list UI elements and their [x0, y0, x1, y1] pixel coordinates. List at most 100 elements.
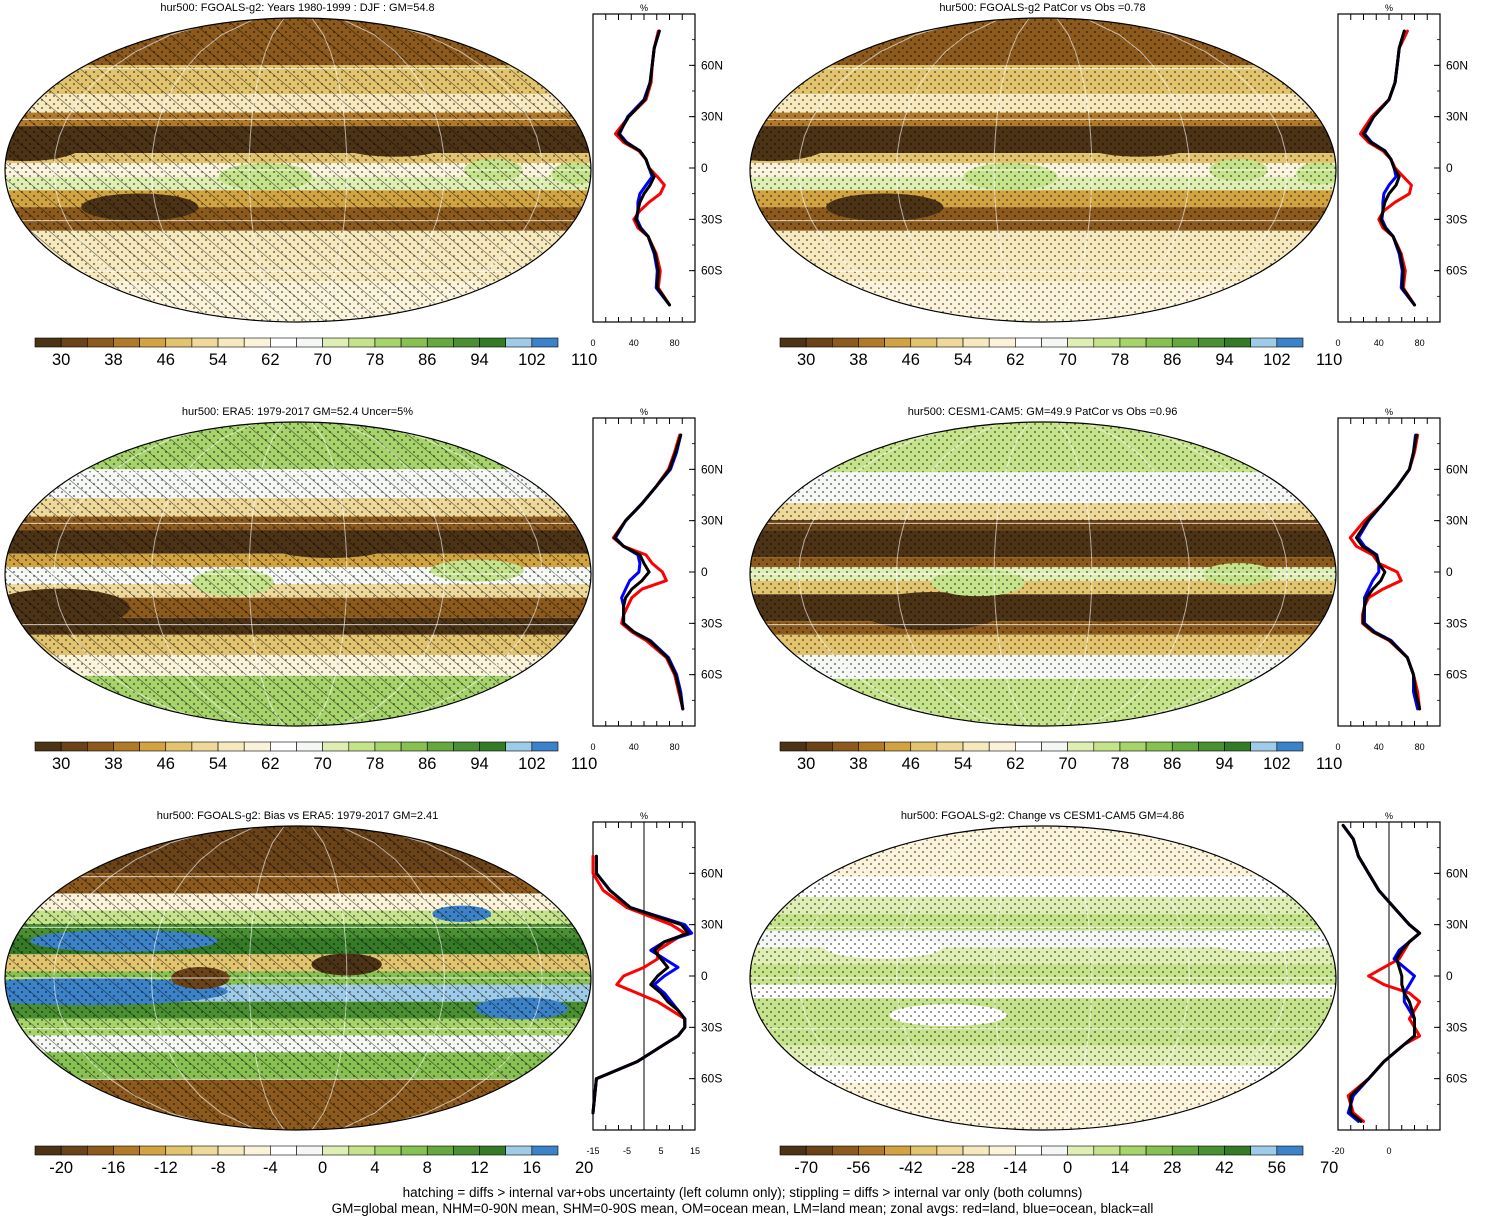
colorbar-box	[505, 337, 533, 348]
zonal-x-label: 0	[590, 338, 595, 348]
graticule-lon	[339, 826, 446, 1130]
colorbar-label: 94	[1215, 755, 1233, 773]
colorbar-label: 94	[470, 755, 488, 773]
colorbar-box	[1171, 337, 1199, 348]
colorbar-box	[531, 337, 559, 348]
zonal-y-label: 60N	[1446, 58, 1468, 72]
colorbar-label: 78	[1111, 755, 1129, 773]
graticule-lon	[311, 18, 348, 322]
colorbar-label: 54	[209, 755, 227, 773]
colorbar-label: 62	[261, 351, 279, 369]
colorbar-label: 12	[470, 1159, 488, 1177]
colorbar-box	[34, 337, 62, 348]
colorbar-box	[1171, 1145, 1199, 1156]
zonal-x-label: 40	[629, 742, 639, 752]
colorbar-label: 70	[1058, 755, 1076, 773]
colorbar-box	[858, 741, 885, 752]
colorbar-label: 78	[366, 351, 384, 369]
graticule-lon	[993, 422, 1030, 726]
graticule-lon	[311, 422, 348, 726]
zonal-x-label: 0	[590, 742, 595, 752]
zonal-y-label: 60S	[701, 264, 722, 278]
zonal-y-label: 60N	[701, 462, 723, 476]
colorbar-box	[1276, 337, 1304, 348]
zonal-y-label: 30N	[1446, 110, 1468, 124]
colorbar-label: 30	[797, 351, 815, 369]
map-field	[5, 422, 591, 726]
graticule-lon	[1111, 826, 1288, 1130]
graticule-lon	[248, 826, 285, 1130]
colorbar-label: 20	[575, 1159, 593, 1177]
colorbar-box	[243, 1145, 271, 1156]
colorbar-box	[426, 741, 454, 752]
colorbar-box	[1067, 337, 1095, 348]
colorbar-box	[910, 337, 938, 348]
graticule-lon	[366, 826, 543, 1130]
zonal-profile: % 60N 30N 0 30S 60S 0 40 80	[1335, 407, 1468, 752]
colorbar-box	[87, 1145, 114, 1156]
colorbar-box	[1119, 337, 1147, 348]
zonal-x-label: 40	[1374, 338, 1384, 348]
map-panel-svg: 30 38 46 54 62 70 78 86 94 102 110% 60N 30N 0 30S 60S 0 4…	[749, 407, 1468, 773]
colorbar-box	[113, 337, 140, 348]
colorbar-box	[348, 1145, 376, 1156]
colorbar-label: 38	[849, 351, 867, 369]
zonal-x-label: -5	[623, 1146, 631, 1156]
zonal-x-label: 0	[1335, 742, 1340, 752]
colorbar-label: 86	[418, 755, 436, 773]
colorbar-box	[270, 741, 297, 752]
zonal-unit: %	[640, 811, 648, 821]
colorbar: -70 -56 -42 -28 -14 0 14 28 42 56 70	[779, 1145, 1338, 1177]
colorbar-label: 86	[418, 351, 436, 369]
panel-bias: hur500: FGOALS-g2: Bias vs ERA5: 1979-20…	[0, 810, 740, 1215]
colorbar-box	[832, 1145, 859, 1156]
colorbar-box	[34, 1145, 62, 1156]
colorbar-label: 70	[1058, 351, 1076, 369]
graticule-lon	[895, 422, 1002, 726]
colorbar-box	[779, 741, 807, 752]
zonal-y-label: 30S	[701, 1020, 722, 1034]
zonal-series-all	[612, 433, 685, 711]
zonal-profile: % 60N 30N 0 30S 60S -20 0	[1331, 811, 1468, 1156]
colorbar-label: 94	[1215, 351, 1233, 369]
colorbar-label: 70	[313, 755, 331, 773]
colorbar-box	[348, 741, 376, 752]
colorbar-box	[165, 741, 193, 752]
colorbar-label: 30	[797, 755, 815, 773]
colorbar-label: -14	[1003, 1159, 1027, 1177]
colorbar-box	[858, 1145, 885, 1156]
colorbar-box	[884, 1145, 912, 1156]
colorbar-box	[374, 337, 402, 348]
colorbar-box	[805, 741, 833, 752]
map-title: hur500: FGOALS-g2: Bias vs ERA5: 1979-20…	[156, 810, 439, 822]
colorbar-box	[296, 741, 323, 752]
colorbar-box	[910, 1145, 938, 1156]
colorbar-label: 38	[849, 755, 867, 773]
map-title: hur500: FGOALS-g2: Change vs CESM1-CAM5 …	[900, 810, 1185, 822]
colorbar-label: -70	[794, 1159, 818, 1177]
zonal-x-label: 80	[1415, 742, 1425, 752]
zonal-y-label: 30S	[1446, 212, 1467, 226]
map-border	[749, 421, 1337, 727]
graticule-lon	[1084, 422, 1191, 726]
zonal-frame	[1337, 417, 1441, 727]
colorbar-label: 110	[1316, 755, 1342, 773]
colorbar-box	[1224, 741, 1251, 752]
colorbar-label: 46	[902, 351, 920, 369]
zonal-unit: %	[1385, 811, 1393, 821]
colorbar-box	[113, 741, 140, 752]
colorbar-label: 38	[104, 351, 122, 369]
colorbar-label: 94	[470, 351, 488, 369]
colorbar-box	[832, 337, 859, 348]
zonal-profile: % 60N 30N 0 30S 60S -15 -5 5 15	[586, 811, 723, 1156]
zonal-y-label: 30N	[701, 110, 723, 124]
colorbar-box	[858, 337, 885, 348]
zonal-y-label: 60N	[1446, 866, 1468, 880]
colorbar-box	[113, 1145, 140, 1156]
colorbar-label: -12	[154, 1159, 178, 1177]
colorbar-box	[296, 337, 323, 348]
graticule-lon	[1056, 18, 1093, 322]
zonal-frame	[1337, 13, 1441, 323]
colorbar-box	[191, 337, 219, 348]
colorbar-label: 86	[1163, 351, 1181, 369]
